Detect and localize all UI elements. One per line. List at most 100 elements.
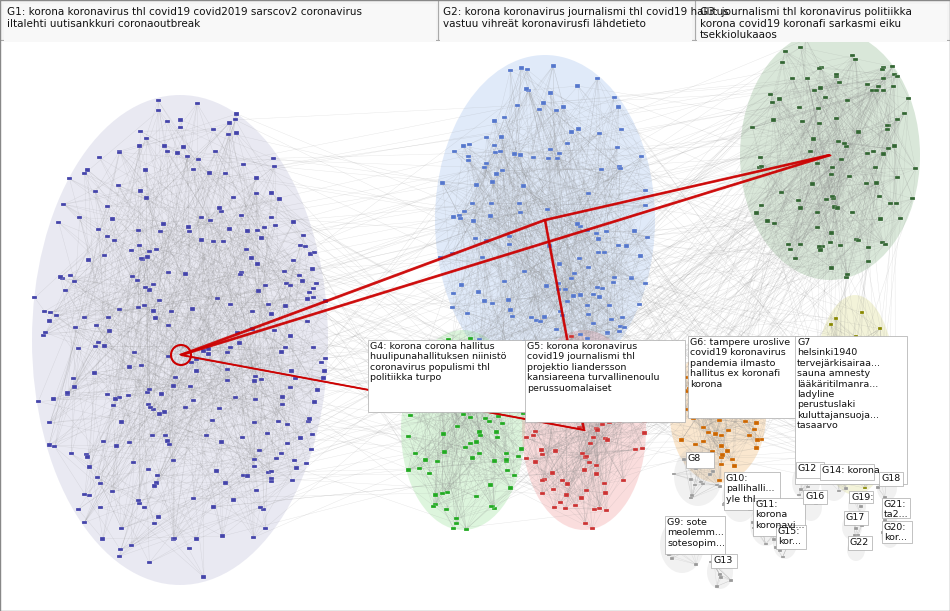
Bar xyxy=(679,439,684,442)
Bar xyxy=(880,459,884,462)
Bar xyxy=(714,585,719,588)
Bar xyxy=(271,156,276,160)
Bar xyxy=(490,505,495,508)
Bar xyxy=(815,162,821,165)
Bar xyxy=(41,334,46,337)
Bar xyxy=(843,399,847,401)
Bar xyxy=(799,488,804,491)
Bar xyxy=(503,280,507,283)
Bar xyxy=(849,211,855,214)
Bar xyxy=(506,243,512,246)
Bar xyxy=(707,431,712,434)
Bar xyxy=(708,473,712,476)
Bar xyxy=(815,211,820,214)
Bar xyxy=(690,497,693,500)
Bar xyxy=(507,235,512,238)
Bar xyxy=(254,489,258,492)
Bar xyxy=(313,400,317,403)
Ellipse shape xyxy=(750,502,782,546)
Bar xyxy=(477,430,483,434)
Bar xyxy=(787,243,791,246)
Bar xyxy=(837,81,843,84)
Text: G3: journalismi thl koronavirus politiikka
korona covid19 koronafi sarkasmi eiku: G3: journalismi thl koronavirus politiik… xyxy=(700,7,912,40)
Bar xyxy=(542,101,546,104)
Bar xyxy=(516,455,521,458)
Bar xyxy=(586,192,591,195)
Text: G4: korona corona hallitus
huulipunahallituksen niinistö
coronavirus populismi t: G4: korona corona hallitus huulipunahall… xyxy=(370,342,506,382)
Bar xyxy=(569,277,574,280)
Bar xyxy=(719,456,724,459)
Bar xyxy=(556,288,560,291)
Bar xyxy=(834,75,839,78)
Bar xyxy=(507,68,513,72)
Bar xyxy=(692,386,697,389)
Bar xyxy=(126,441,132,444)
Bar xyxy=(194,358,199,361)
Bar xyxy=(413,452,418,455)
Bar xyxy=(712,350,717,354)
Bar xyxy=(439,391,445,394)
Bar xyxy=(591,357,596,360)
Bar xyxy=(818,87,823,90)
Bar xyxy=(712,563,716,566)
Bar xyxy=(311,346,316,349)
Bar xyxy=(562,288,568,291)
Bar xyxy=(475,347,480,350)
Bar xyxy=(876,486,880,489)
Bar xyxy=(504,452,508,455)
Bar xyxy=(884,519,887,522)
Bar xyxy=(154,247,159,251)
Bar xyxy=(144,196,149,200)
Bar xyxy=(878,338,882,341)
Bar xyxy=(107,329,112,333)
Text: G7
helsinki1940
tervejärkisairaa...
sauna amnesty
lääkäritilmanra...
ladyline
pe: G7 helsinki1940 tervejärkisairaa... saun… xyxy=(797,338,881,430)
Bar xyxy=(422,371,428,375)
Bar xyxy=(879,481,883,485)
Bar xyxy=(117,308,122,311)
Bar xyxy=(490,180,495,184)
Bar xyxy=(682,408,688,411)
Bar xyxy=(884,128,890,131)
Bar xyxy=(902,112,907,115)
Bar xyxy=(588,442,594,445)
Bar xyxy=(499,352,504,355)
Bar xyxy=(853,58,858,62)
Bar xyxy=(465,312,470,315)
Bar xyxy=(532,400,537,403)
Bar xyxy=(473,237,478,240)
Bar xyxy=(846,413,849,415)
Bar xyxy=(584,489,589,492)
Bar xyxy=(463,210,467,213)
Bar xyxy=(252,379,256,382)
Bar xyxy=(127,365,132,368)
Bar xyxy=(609,318,615,321)
Bar xyxy=(557,262,562,266)
Bar xyxy=(262,226,267,229)
Bar xyxy=(590,397,596,400)
Text: G9: sote
meolemm...
sotesopim...: G9: sote meolemm... sotesopim... xyxy=(667,518,725,548)
Bar xyxy=(179,125,183,129)
Bar xyxy=(800,120,805,123)
Bar xyxy=(871,150,876,153)
Bar xyxy=(289,370,294,373)
Bar xyxy=(815,356,819,359)
Bar xyxy=(615,390,619,393)
Bar xyxy=(724,472,780,510)
Bar xyxy=(250,327,255,331)
Bar xyxy=(829,382,833,384)
Bar xyxy=(43,331,48,334)
Bar xyxy=(368,340,530,412)
Bar xyxy=(526,89,531,92)
Bar xyxy=(779,191,784,194)
Bar xyxy=(427,365,431,368)
Bar xyxy=(615,146,619,149)
Bar xyxy=(459,284,464,287)
Bar xyxy=(585,337,590,340)
Bar xyxy=(51,398,56,401)
Bar xyxy=(523,87,528,90)
Text: G17: G17 xyxy=(846,513,865,522)
Bar xyxy=(554,449,559,453)
Ellipse shape xyxy=(740,30,920,280)
Bar xyxy=(539,320,543,323)
Bar xyxy=(871,372,875,375)
